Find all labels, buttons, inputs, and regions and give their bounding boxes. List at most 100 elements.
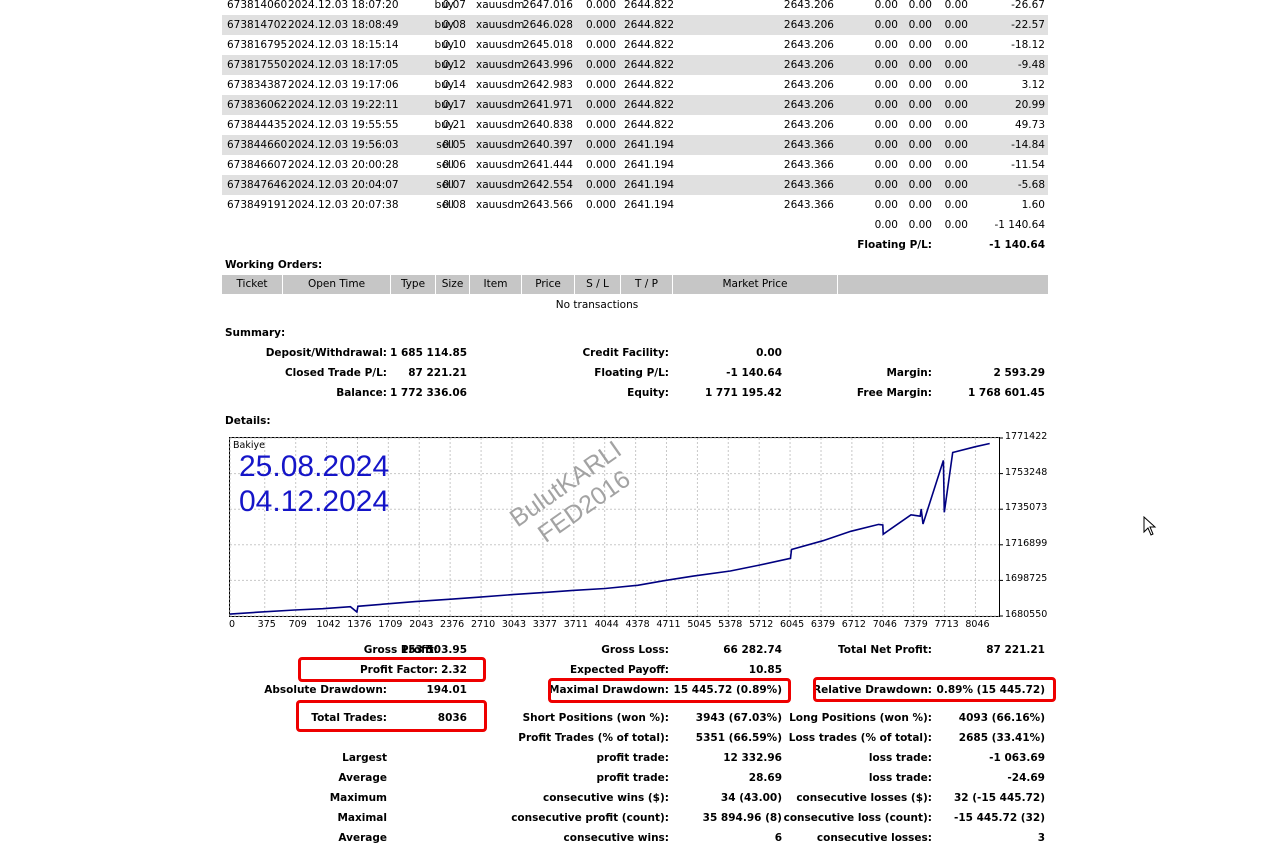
position-type: sell	[436, 199, 454, 211]
col-sl: S / L	[575, 275, 621, 294]
position-price: 2642.983	[522, 79, 573, 91]
position-size: 0.08	[442, 199, 466, 211]
chart-x-tick-label: 3711	[563, 619, 588, 630]
position-type: buy	[434, 39, 454, 51]
position-sl: 0.000	[585, 99, 616, 111]
position-market-price: 2643.206	[783, 0, 834, 11]
chart-x-tick-label: 4044	[594, 619, 619, 630]
position-type: buy	[434, 19, 454, 31]
position-tp: 2641.194	[624, 179, 675, 191]
chart-x-tick-label: 2710	[470, 619, 496, 630]
position-market-price: 2643.366	[783, 179, 834, 191]
position-tp: 2641.194	[624, 199, 675, 211]
loss-trades-value: 2685 (33.41%)	[958, 732, 1045, 744]
position-open-time: 2024.12.03 19:55:55	[288, 119, 399, 131]
profit-trades-value: 5351 (66.59%)	[695, 732, 782, 744]
position-market-price: 2643.206	[783, 119, 834, 131]
summary-floating-label: Floating P/L:	[594, 367, 669, 379]
net-profit-value: 87 221.21	[986, 644, 1045, 656]
profit-factor-value: 2.32	[441, 664, 467, 676]
position-type: sell	[436, 159, 454, 171]
average-profit-value: 28.69	[748, 772, 782, 784]
chart-y-tick-label: 1698725	[1005, 573, 1048, 585]
position-tp: 2644.822	[624, 119, 675, 131]
chart-x-tick-label: 6379	[810, 619, 836, 630]
position-item: xauusdm	[476, 159, 525, 171]
maximal-consecutive-loss-value: -15 445.72 (32)	[953, 812, 1045, 824]
chart-y-tick-label: 1680550	[1005, 609, 1048, 620]
position-tp: 2641.194	[624, 139, 675, 151]
position-row: 673844435 2024.12.03 19:55:55 buy 0.21 xauus…	[222, 115, 1048, 135]
long-positions-value: 4093 (66.16%)	[958, 712, 1045, 724]
summary-floating-value: -1 140.64	[726, 367, 782, 379]
no-transactions-text: No transactions	[555, 299, 639, 311]
deposit-label: Deposit/Withdrawal:	[265, 347, 387, 359]
position-ticket: 673849191	[227, 199, 288, 211]
position-profit: -5.68	[1017, 179, 1045, 191]
position-market-price: 2643.206	[783, 39, 834, 51]
position-taxes: 0.00	[908, 39, 932, 51]
position-commission: 0.00	[874, 159, 898, 171]
closed-pl-value: 87 221.21	[408, 367, 467, 379]
position-row: 673814702 2024.12.03 18:08:49 buy 0.08 xauus…	[222, 15, 1048, 35]
position-sl: 0.000	[585, 39, 616, 51]
gross-profit-label: Gross Profit:	[363, 644, 438, 656]
chart-x-tick-label: 0	[228, 619, 236, 630]
avg-consecutive-wins-label: consecutive wins:	[563, 832, 669, 844]
position-price: 2643.996	[522, 59, 573, 71]
position-type: buy	[434, 99, 454, 111]
chart-x-tick-label: 8046	[965, 619, 990, 630]
position-ticket: 673844660	[227, 139, 288, 151]
position-price: 2642.554	[522, 179, 573, 191]
avg-consecutive-wins-value: 6	[774, 832, 782, 844]
position-type: buy	[434, 119, 454, 131]
position-item: xauusdm	[476, 59, 525, 71]
total-trades-highlight	[296, 700, 487, 732]
date-annotation-end: 04.12.2024	[239, 485, 390, 518]
col-item: Item	[470, 275, 522, 294]
details-title: Details:	[225, 415, 271, 427]
position-swap: 0.00	[944, 99, 968, 111]
average-loss-label: loss trade:	[868, 772, 932, 784]
position-sl: 0.000	[585, 179, 616, 191]
position-row: 673846607 2024.12.03 20:00:28 sell 0.06 xauu…	[222, 155, 1048, 175]
position-market-price: 2643.366	[783, 139, 834, 151]
chart-x-tick-label: 3377	[532, 619, 557, 630]
position-open-time: 2024.12.03 18:15:14	[288, 39, 399, 51]
position-size: 0.07	[442, 179, 466, 191]
position-sl: 0.000	[585, 199, 616, 211]
position-profit: -18.12	[1011, 39, 1045, 51]
chart-x-tick-label: 375	[257, 619, 276, 630]
position-size: 0.05	[442, 139, 466, 151]
maximal-drawdown-label: Maximal Drawdown:	[549, 684, 669, 696]
position-swap: 0.00	[944, 139, 968, 151]
profit-factor-highlight	[298, 657, 486, 682]
max-consecutive-losses-value: 32 (-15 445.72)	[953, 792, 1045, 804]
position-swap: 0.00	[944, 19, 968, 31]
position-taxes: 0.00	[908, 179, 932, 191]
position-commission: 0.00	[874, 199, 898, 211]
position-open-time: 2024.12.03 20:04:07	[288, 179, 399, 191]
position-type: buy	[434, 0, 454, 11]
position-commission: 0.00	[874, 79, 898, 91]
chart-x-tick-label: 4711	[656, 619, 681, 630]
position-item: xauusdm	[476, 39, 525, 51]
position-market-price: 2643.206	[783, 19, 834, 31]
position-swap: 0.00	[944, 199, 968, 211]
position-sl: 0.000	[585, 0, 616, 11]
equity-value: 1 771 195.42	[704, 387, 782, 399]
chart-x-tick-label: 6045	[779, 619, 805, 630]
position-profit: -9.48	[1017, 59, 1045, 71]
col-tp: T / P	[621, 275, 673, 294]
position-taxes: 0.00	[908, 99, 932, 111]
position-taxes: 0.00	[908, 159, 932, 171]
relative-drawdown-value: 0.89% (15 445.72)	[936, 684, 1045, 696]
position-size: 0.06	[442, 159, 466, 171]
relative-drawdown-label: Relative Drawdown:	[813, 684, 932, 696]
maximal-consecutive-loss-label: consecutive loss (count):	[783, 812, 932, 824]
position-tp: 2641.194	[624, 159, 675, 171]
position-ticket: 673817550	[227, 59, 288, 71]
maximal-consecutive-profit-label: consecutive profit (count):	[511, 812, 669, 824]
chart-x-tick-label: 2376	[440, 619, 465, 630]
position-open-time: 2024.12.03 20:07:38	[288, 199, 399, 211]
